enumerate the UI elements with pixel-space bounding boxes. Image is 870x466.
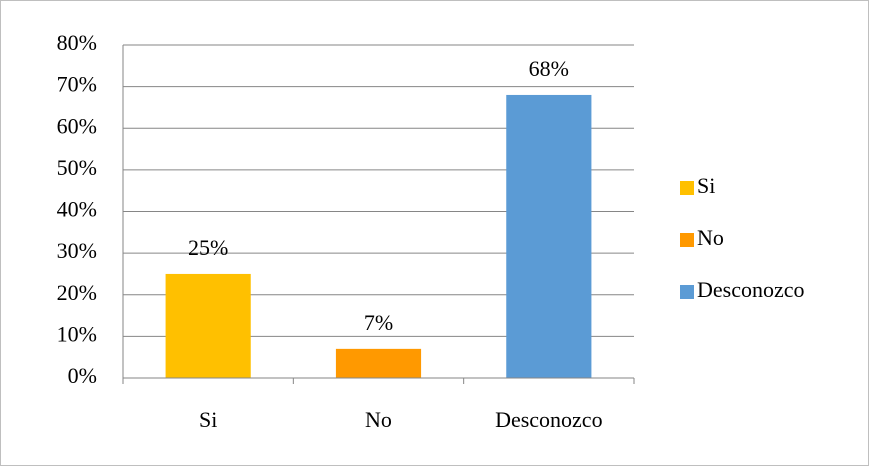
legend-swatch <box>680 285 694 299</box>
data-label: 68% <box>529 56 569 81</box>
bar <box>165 273 251 378</box>
legend-swatch <box>680 233 694 247</box>
legend-label: Si <box>697 173 715 198</box>
y-tick-label: 40% <box>57 197 97 222</box>
y-tick-label: 20% <box>57 280 97 305</box>
bar <box>506 94 592 378</box>
y-tick-label: 30% <box>57 238 97 263</box>
x-tick-label: Desconozco <box>495 407 603 432</box>
y-tick-label: 80% <box>57 30 97 55</box>
y-tick-label: 70% <box>57 72 97 97</box>
data-label: 7% <box>364 310 393 335</box>
y-tick-label: 50% <box>57 155 97 180</box>
bar <box>335 348 422 378</box>
y-tick-label: 0% <box>68 363 97 388</box>
legend-label: Desconozco <box>697 277 805 302</box>
x-tick-label: Si <box>199 407 217 432</box>
data-label: 25% <box>188 235 228 260</box>
y-tick-label: 60% <box>57 113 97 138</box>
legend-label: No <box>697 225 724 250</box>
legend-swatch <box>680 181 694 195</box>
x-tick-label: No <box>365 407 392 432</box>
y-tick-label: 10% <box>57 321 97 346</box>
